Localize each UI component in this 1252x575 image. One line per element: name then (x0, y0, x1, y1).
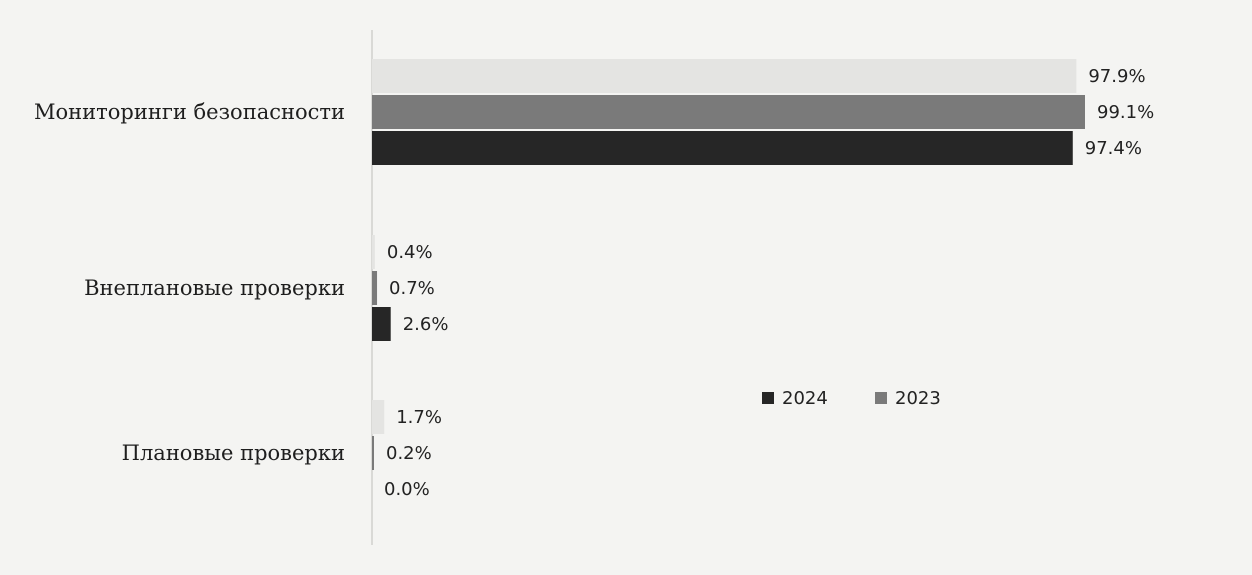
data-label: 2.6% (403, 314, 449, 335)
bar (372, 271, 378, 305)
legend: 2024 2023 (762, 388, 941, 409)
bar (372, 59, 1077, 93)
data-label: 0.7% (389, 278, 435, 299)
data-label: 1.7% (396, 407, 442, 428)
legend-swatch (762, 392, 774, 404)
legend-label: 2024 (782, 388, 828, 409)
legend-swatch (875, 392, 887, 404)
data-label: 0.0% (384, 479, 430, 500)
bar (372, 131, 1073, 165)
data-label: 0.2% (386, 443, 432, 464)
bar (372, 436, 374, 470)
data-label: 97.4% (1085, 138, 1142, 159)
bar (372, 400, 385, 434)
category-label: Внеплановые проверки (84, 276, 345, 300)
data-label: 99.1% (1097, 102, 1154, 123)
data-label: 0.4% (387, 242, 433, 263)
data-label: 97.9% (1088, 66, 1145, 87)
bar (372, 95, 1085, 129)
legend-label: 2023 (895, 388, 941, 409)
category-label: Плановые проверки (122, 441, 345, 465)
bar (372, 307, 391, 341)
bar (372, 235, 375, 269)
category-label: Мониторинги безопасности (34, 100, 345, 124)
